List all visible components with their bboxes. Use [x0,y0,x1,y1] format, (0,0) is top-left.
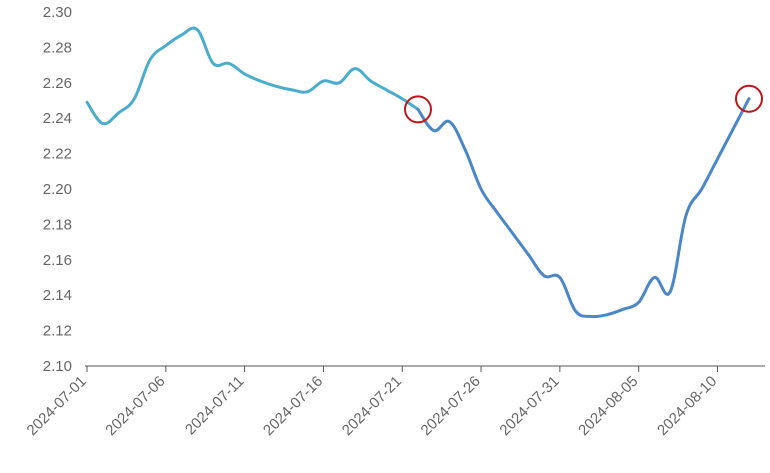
highlight-circle [735,84,763,113]
y-tick-label: 2.28 [43,39,72,56]
highlight-markers [404,84,763,124]
x-tick-label: 2024-07-16 [260,373,326,439]
y-tick-label: 2.18 [43,216,72,233]
x-tick-label: 2024-07-26 [418,373,484,439]
y-tick-label: 2.12 [43,323,72,340]
x-tick-label: 2024-07-06 [102,373,168,439]
y-tick-label: 2.10 [43,358,72,375]
x-tick-label: 2024-07-21 [339,373,405,439]
y-tick-label: 2.22 [43,146,72,163]
y-tick-label: 2.20 [43,181,72,198]
x-tick-label: 2024-07-11 [182,373,247,438]
x-tick-label: 2024-07-31 [496,373,562,439]
series-line-segment-2 [416,97,751,319]
series-line-segment-1 [85,26,420,126]
x-axis-ticks: 2024-07-01 2024-07-06 2024-07-11 2024-07-16… [24,366,720,439]
y-tick-label: 2.26 [43,75,72,92]
y-tick-label: 2.24 [43,110,72,127]
x-tick-label: 2024-07-01 [24,373,90,439]
x-tick-label: 2024-08-10 [654,373,720,439]
y-tick-label: 2.30 [43,4,72,21]
y-axis-ticks: 2.10 2.12 2.14 2.16 2.18 2.20 2.22 2.24 2.26 2.28… [43,4,72,375]
y-tick-label: 2.14 [43,287,72,304]
x-tick-label: 2024-08-05 [575,373,641,439]
y-tick-label: 2.16 [43,252,72,269]
highlight-circle [404,95,432,124]
